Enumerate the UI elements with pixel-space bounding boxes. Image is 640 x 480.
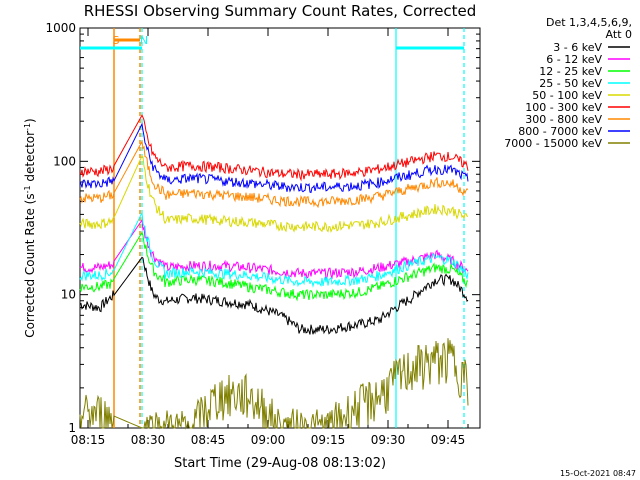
series-line: [79, 338, 469, 430]
series-line: [79, 154, 469, 234]
y-tick-label: 1: [68, 421, 76, 435]
y-tick-label: 1000: [45, 21, 76, 35]
y-axis-label: Corrected Count Rate (s-1 detector-1): [23, 118, 38, 337]
legend-header-line-2: Att 0: [606, 28, 632, 41]
x-tick-label: 08:15: [71, 433, 106, 447]
series-line: [79, 218, 469, 280]
y-axis-label-main: Corrected Count Rate (s: [23, 193, 37, 337]
series-line: [79, 256, 469, 335]
interval-annotation: S: [113, 34, 120, 47]
series-line: [79, 210, 469, 288]
x-tick-label: 09:00: [251, 433, 286, 447]
legend-header-line-1: Det 1,3,4,5,6,9,: [546, 16, 632, 29]
y-tick-label: 10: [61, 288, 76, 302]
chart-title: RHESSI Observing Summary Count Rates, Co…: [84, 2, 477, 20]
interval-annotation: N: [140, 34, 148, 47]
legend-label: 100 - 300 keV: [525, 101, 602, 114]
legend-label: 300 - 800 keV: [525, 113, 602, 126]
x-tick-label: 09:30: [371, 433, 406, 447]
legend-label: 800 - 7000 keV: [518, 125, 602, 138]
series-line: [79, 231, 469, 302]
footer-timestamp: 15-Oct-2021 08:47: [560, 469, 636, 478]
y-axis-label-mid: detector: [23, 131, 37, 186]
legend-label: 12 - 25 keV: [539, 65, 602, 78]
x-axis-label: Start Time (29-Aug-08 08:13:02): [174, 456, 386, 471]
y-axis-label-end: ): [23, 118, 37, 123]
y-tick-label: 100: [53, 154, 76, 168]
x-tick-label: 08:45: [191, 433, 226, 447]
plot-area: 08:15 08:30 08:45 09:00 09:15 09:30 09:45 1 10 10…: [45, 21, 481, 447]
plot-frame: [79, 27, 481, 429]
series-line: [79, 114, 469, 182]
legend-label: 6 - 12 keV: [546, 53, 602, 66]
series-line: [79, 140, 469, 209]
legend-label: 3 - 6 keV: [553, 41, 602, 54]
y-axis-label-sup2: -1: [23, 123, 32, 131]
series-line: [79, 122, 469, 194]
x-tick-label: 09:15: [311, 433, 346, 447]
x-tick-label: 09:45: [431, 433, 466, 447]
y-axis-label-sup1: -1: [23, 185, 32, 193]
legend-label: 50 - 100 keV: [532, 89, 602, 102]
legend-label: 7000 - 15000 keV: [504, 137, 602, 150]
x-tick-label: 08:30: [131, 433, 166, 447]
legend-label: 25 - 50 keV: [539, 77, 602, 90]
